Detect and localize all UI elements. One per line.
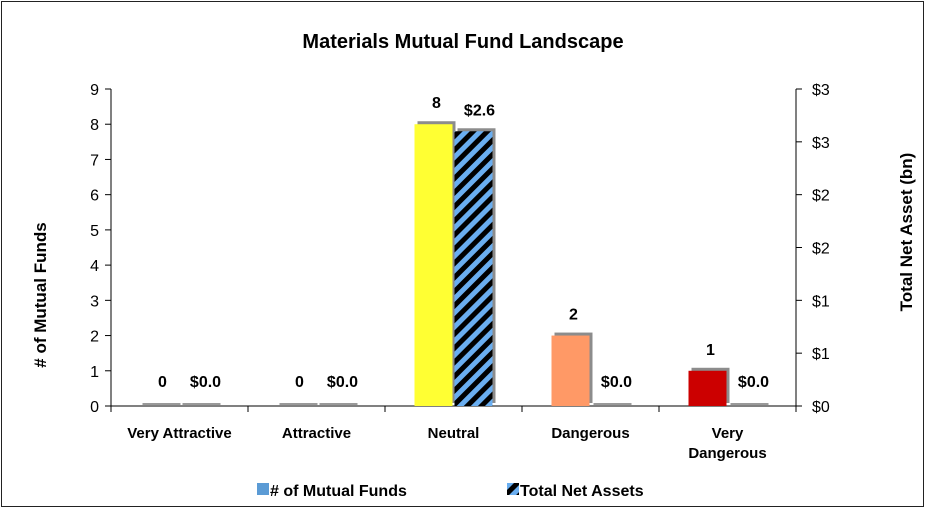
y-tick-label: 0 — [90, 399, 99, 416]
x-tick-label: Dangerous — [551, 425, 629, 442]
y-tick-label: 1 — [90, 364, 99, 381]
legend-swatch-assets — [507, 483, 519, 495]
y-tick-label: 5 — [90, 223, 99, 240]
y-axis-label: # of Mutual Funds — [31, 222, 50, 367]
data-label-assets: $0.0 — [190, 374, 221, 391]
y2-tick-label: $0 — [812, 399, 830, 416]
bar-assets-zero — [319, 403, 358, 405]
data-label-funds: 2 — [569, 307, 578, 324]
legend-label-assets: Total Net Assets — [520, 483, 644, 500]
data-label-assets: $0.0 — [738, 374, 769, 391]
legend: # of Mutual Funds Total Net Assets — [257, 483, 644, 500]
axes: 0 1 2 3 4 5 6 7 8 9 $0 $1 $1 $2 $2 $3 $3 Very Attractive A… — [90, 82, 830, 462]
bar-assets-zero — [182, 403, 221, 405]
y2-tick-label: $3 — [812, 135, 830, 152]
data-label-funds: 8 — [432, 95, 441, 112]
data-label-assets: $0.0 — [327, 374, 358, 391]
x-tick-label: Attractive — [282, 425, 351, 442]
chart-title: Materials Mutual Fund Landscape — [302, 31, 623, 53]
y2-tick-label: $3 — [812, 82, 830, 99]
bar-funds — [551, 335, 590, 406]
y-tick-label: 2 — [90, 329, 99, 346]
bar-funds — [688, 370, 727, 406]
y-tick-label: 9 — [90, 82, 99, 99]
y-tick-label: 7 — [90, 152, 99, 169]
bar-funds-zero — [279, 403, 318, 405]
x-tick-label: Very Attractive — [127, 425, 232, 442]
bar-assets — [454, 131, 493, 406]
y-tick-label: 8 — [90, 117, 99, 134]
y-tick-label: 4 — [90, 258, 99, 275]
bars: 0 $0.0 0 $0.0 8 $2.6 2 $0.0 1 $0.0 — [142, 95, 769, 406]
y2-tick-label: $1 — [812, 293, 830, 310]
y2-tick-label: $2 — [812, 188, 830, 205]
x-tick-label: Neutral — [428, 425, 480, 442]
y2-tick-label: $1 — [812, 346, 830, 363]
data-label-funds: 1 — [706, 342, 715, 359]
data-label-assets: $2.6 — [464, 102, 495, 119]
data-label-assets: $0.0 — [601, 374, 632, 391]
bar-assets-zero — [593, 403, 632, 405]
bar-funds — [414, 124, 453, 406]
y2-axis-label: Total Net Asset (bn) — [897, 153, 916, 312]
data-label-funds: 0 — [295, 374, 304, 391]
x-tick-label: Dangerous — [688, 445, 766, 462]
bar-funds-zero — [142, 403, 181, 405]
y-tick-label: 3 — [90, 293, 99, 310]
legend-swatch-funds — [257, 483, 269, 495]
x-tick-label: Very — [712, 425, 744, 442]
y2-tick-label: $2 — [812, 241, 830, 258]
legend-label-funds: # of Mutual Funds — [270, 483, 407, 500]
data-label-funds: 0 — [158, 374, 167, 391]
bar-assets-zero — [730, 403, 769, 405]
y-tick-label: 6 — [90, 188, 99, 205]
